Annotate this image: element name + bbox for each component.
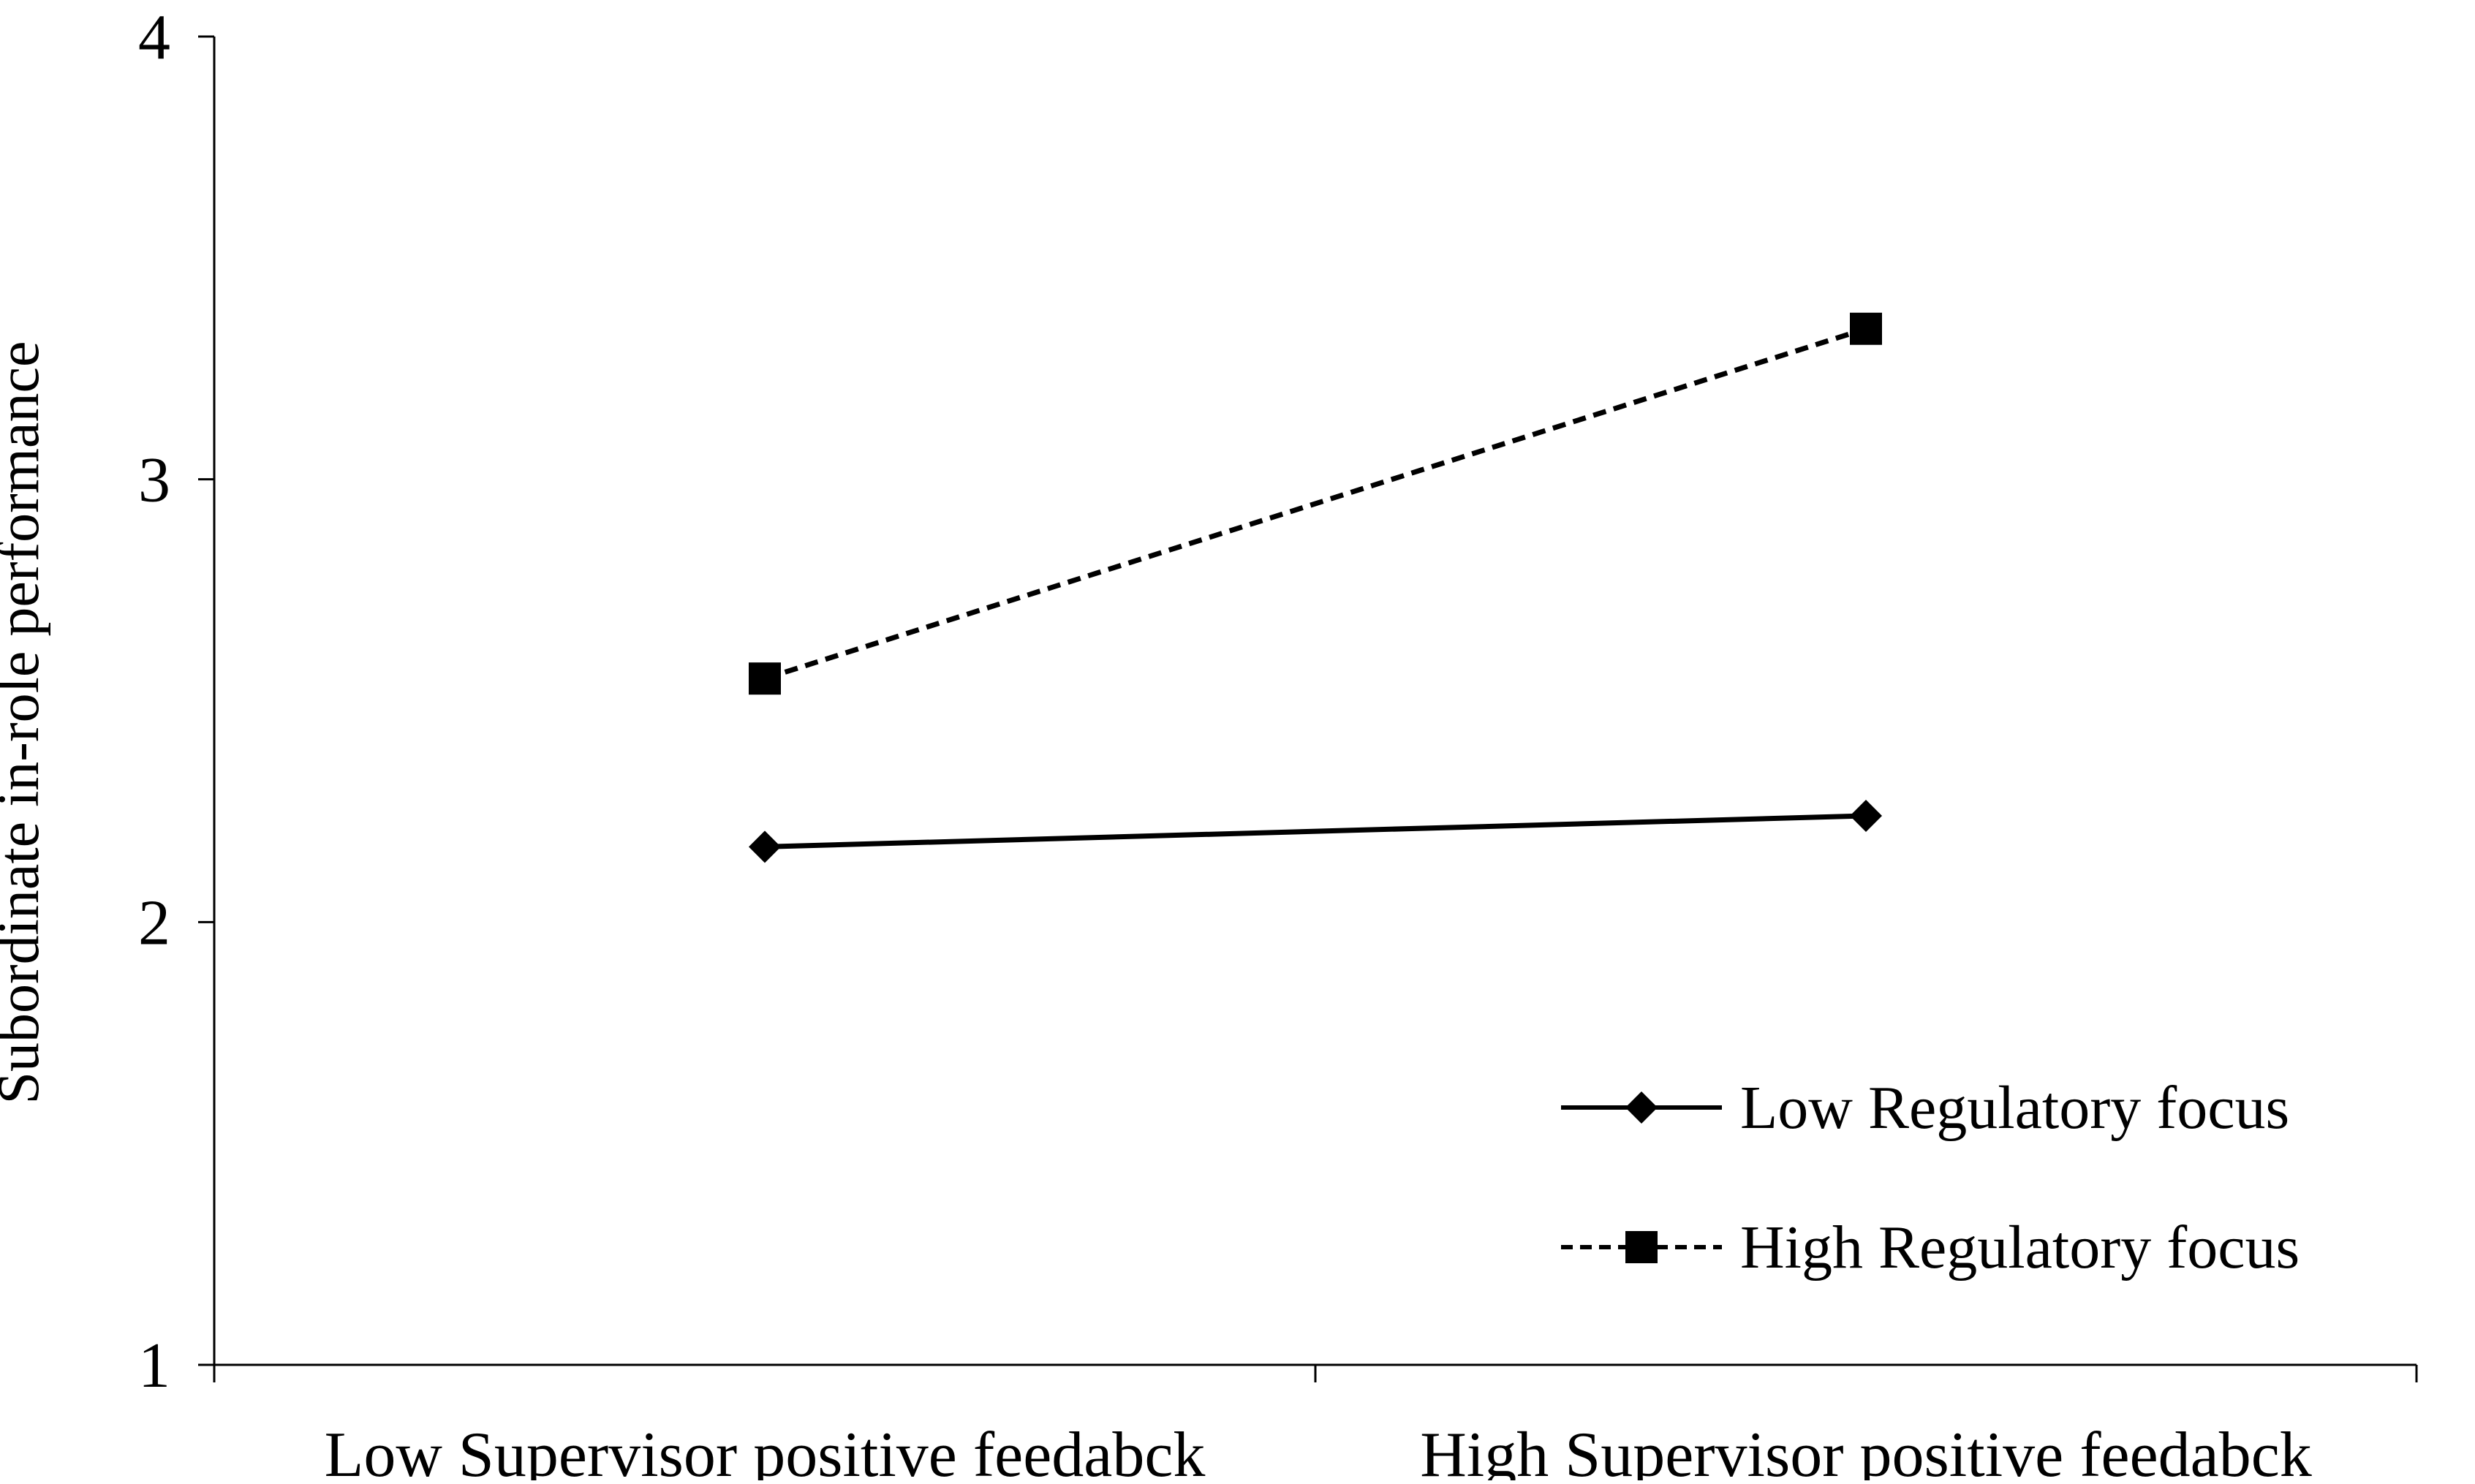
data-point	[749, 662, 781, 695]
y-tick-label: 1	[138, 1330, 170, 1401]
x-category-label: High Supervisor positive feedabck	[1420, 1420, 2312, 1480]
y-tick-label: 3	[138, 445, 170, 516]
y-tick-label: 4	[138, 2, 170, 73]
legend-entry: Low Regulatory focus	[1561, 1074, 2289, 1142]
legend-label: High Regulatory focus	[1740, 1214, 2300, 1282]
x-category-label: Low Supervisor positive feedabck	[325, 1420, 1206, 1480]
legend-marker	[1625, 1231, 1658, 1263]
data-point	[749, 830, 781, 863]
legend: Low Regulatory focus High Regulatory focu…	[1561, 1074, 2300, 1282]
data-point	[1850, 799, 1882, 832]
y-axis-title: Subordinate in-role performance	[0, 341, 51, 1104]
series-group	[749, 312, 1882, 863]
series-line	[763, 326, 1867, 681]
series-low-regulatory-focus	[749, 799, 1882, 863]
y-tick-label: 2	[138, 887, 170, 958]
legend-marker	[1625, 1091, 1658, 1124]
data-point	[1850, 312, 1882, 345]
axes: 1 2 3 4 Low Supervisor positive feedabck High…	[0, 2, 2418, 1484]
legend-entry: High Regulatory focus	[1561, 1214, 2300, 1282]
series-line	[764, 813, 1867, 849]
series-high-regulatory-focus	[749, 312, 1882, 695]
legend-label: Low Regulatory focus	[1740, 1074, 2289, 1142]
